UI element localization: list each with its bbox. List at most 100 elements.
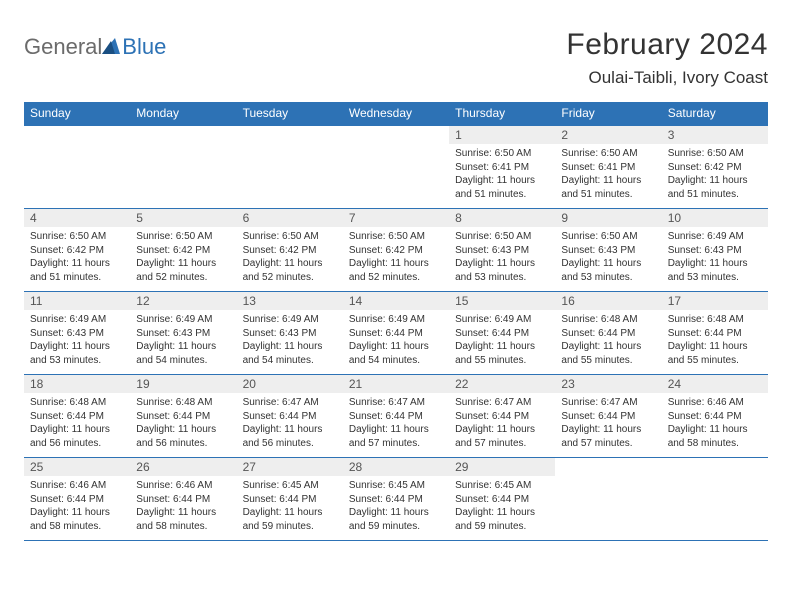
day-number: 21 [343,375,449,393]
day-cell: 17Sunrise: 6:48 AMSunset: 6:44 PMDayligh… [662,292,768,374]
sunrise-text: Sunrise: 6:49 AM [668,230,762,244]
day-number: 10 [662,209,768,227]
sunset-text: Sunset: 6:44 PM [561,410,655,424]
day-cell [662,458,768,540]
day-number: 8 [449,209,555,227]
day-body: Sunrise: 6:50 AMSunset: 6:43 PMDaylight:… [555,227,661,288]
sunrise-text: Sunrise: 6:48 AM [561,313,655,327]
daylight-text: Daylight: 11 hours and 52 minutes. [349,257,443,284]
day-cell [237,126,343,208]
sunrise-text: Sunrise: 6:48 AM [30,396,124,410]
sunset-text: Sunset: 6:44 PM [30,410,124,424]
sunset-text: Sunset: 6:44 PM [136,493,230,507]
day-number: 11 [24,292,130,310]
day-number: 17 [662,292,768,310]
day-body: Sunrise: 6:48 AMSunset: 6:44 PMDaylight:… [24,393,130,454]
sunrise-text: Sunrise: 6:49 AM [349,313,443,327]
daylight-text: Daylight: 11 hours and 56 minutes. [243,423,337,450]
title-block: February 2024 Oulai-Taibli, Ivory Coast [566,28,768,88]
sunrise-text: Sunrise: 6:48 AM [668,313,762,327]
day-number: 12 [130,292,236,310]
day-cell: 7Sunrise: 6:50 AMSunset: 6:42 PMDaylight… [343,209,449,291]
day-number [24,126,130,130]
day-body: Sunrise: 6:47 AMSunset: 6:44 PMDaylight:… [237,393,343,454]
sunrise-text: Sunrise: 6:50 AM [30,230,124,244]
day-cell: 6Sunrise: 6:50 AMSunset: 6:42 PMDaylight… [237,209,343,291]
daylight-text: Daylight: 11 hours and 56 minutes. [30,423,124,450]
day-cell: 23Sunrise: 6:47 AMSunset: 6:44 PMDayligh… [555,375,661,457]
sunrise-text: Sunrise: 6:50 AM [243,230,337,244]
day-body: Sunrise: 6:46 AMSunset: 6:44 PMDaylight:… [24,476,130,537]
day-body: Sunrise: 6:45 AMSunset: 6:44 PMDaylight:… [449,476,555,537]
daylight-text: Daylight: 11 hours and 51 minutes. [455,174,549,201]
day-cell [343,126,449,208]
week-row: 25Sunrise: 6:46 AMSunset: 6:44 PMDayligh… [24,458,768,541]
sunset-text: Sunset: 6:44 PM [455,493,549,507]
daylight-text: Daylight: 11 hours and 53 minutes. [668,257,762,284]
sunset-text: Sunset: 6:44 PM [243,493,337,507]
day-number: 2 [555,126,661,144]
weekday-label: Monday [130,102,236,125]
sunrise-text: Sunrise: 6:47 AM [243,396,337,410]
day-cell: 14Sunrise: 6:49 AMSunset: 6:44 PMDayligh… [343,292,449,374]
day-body: Sunrise: 6:50 AMSunset: 6:41 PMDaylight:… [449,144,555,205]
day-cell [24,126,130,208]
logo-triangle-icon [102,38,120,59]
day-body: Sunrise: 6:49 AMSunset: 6:43 PMDaylight:… [237,310,343,371]
day-number: 15 [449,292,555,310]
sunset-text: Sunset: 6:44 PM [455,410,549,424]
weekday-label: Thursday [449,102,555,125]
daylight-text: Daylight: 11 hours and 55 minutes. [455,340,549,367]
sunrise-text: Sunrise: 6:47 AM [561,396,655,410]
day-cell: 24Sunrise: 6:46 AMSunset: 6:44 PMDayligh… [662,375,768,457]
sunset-text: Sunset: 6:41 PM [455,161,549,175]
sunset-text: Sunset: 6:42 PM [349,244,443,258]
daylight-text: Daylight: 11 hours and 53 minutes. [561,257,655,284]
day-number: 18 [24,375,130,393]
day-body: Sunrise: 6:46 AMSunset: 6:44 PMDaylight:… [130,476,236,537]
daylight-text: Daylight: 11 hours and 51 minutes. [30,257,124,284]
day-number: 23 [555,375,661,393]
sunset-text: Sunset: 6:42 PM [30,244,124,258]
day-body: Sunrise: 6:50 AMSunset: 6:43 PMDaylight:… [449,227,555,288]
logo: General Blue [24,28,166,60]
weekday-label: Wednesday [343,102,449,125]
day-number: 9 [555,209,661,227]
day-number: 25 [24,458,130,476]
daylight-text: Daylight: 11 hours and 57 minutes. [455,423,549,450]
day-body: Sunrise: 6:50 AMSunset: 6:41 PMDaylight:… [555,144,661,205]
day-number: 26 [130,458,236,476]
sunset-text: Sunset: 6:44 PM [561,327,655,341]
sunset-text: Sunset: 6:41 PM [561,161,655,175]
day-body: Sunrise: 6:49 AMSunset: 6:44 PMDaylight:… [449,310,555,371]
month-title: February 2024 [566,28,768,62]
day-number: 22 [449,375,555,393]
sunrise-text: Sunrise: 6:50 AM [455,230,549,244]
day-cell: 22Sunrise: 6:47 AMSunset: 6:44 PMDayligh… [449,375,555,457]
daylight-text: Daylight: 11 hours and 53 minutes. [30,340,124,367]
day-body: Sunrise: 6:47 AMSunset: 6:44 PMDaylight:… [555,393,661,454]
sunrise-text: Sunrise: 6:49 AM [243,313,337,327]
day-body: Sunrise: 6:48 AMSunset: 6:44 PMDaylight:… [662,310,768,371]
weekday-header: Sunday Monday Tuesday Wednesday Thursday… [24,102,768,126]
day-cell: 9Sunrise: 6:50 AMSunset: 6:43 PMDaylight… [555,209,661,291]
daylight-text: Daylight: 11 hours and 57 minutes. [561,423,655,450]
day-cell: 1Sunrise: 6:50 AMSunset: 6:41 PMDaylight… [449,126,555,208]
sunrise-text: Sunrise: 6:45 AM [455,479,549,493]
sunrise-text: Sunrise: 6:50 AM [136,230,230,244]
day-cell [555,458,661,540]
day-cell: 21Sunrise: 6:47 AMSunset: 6:44 PMDayligh… [343,375,449,457]
daylight-text: Daylight: 11 hours and 55 minutes. [668,340,762,367]
sunrise-text: Sunrise: 6:46 AM [668,396,762,410]
weekday-label: Saturday [662,102,768,125]
day-number: 5 [130,209,236,227]
day-number: 1 [449,126,555,144]
day-body: Sunrise: 6:47 AMSunset: 6:44 PMDaylight:… [343,393,449,454]
day-body: Sunrise: 6:50 AMSunset: 6:42 PMDaylight:… [24,227,130,288]
sunset-text: Sunset: 6:44 PM [30,493,124,507]
day-body: Sunrise: 6:50 AMSunset: 6:42 PMDaylight:… [237,227,343,288]
day-number [555,458,661,462]
sunrise-text: Sunrise: 6:49 AM [455,313,549,327]
sunset-text: Sunset: 6:43 PM [668,244,762,258]
day-cell: 19Sunrise: 6:48 AMSunset: 6:44 PMDayligh… [130,375,236,457]
